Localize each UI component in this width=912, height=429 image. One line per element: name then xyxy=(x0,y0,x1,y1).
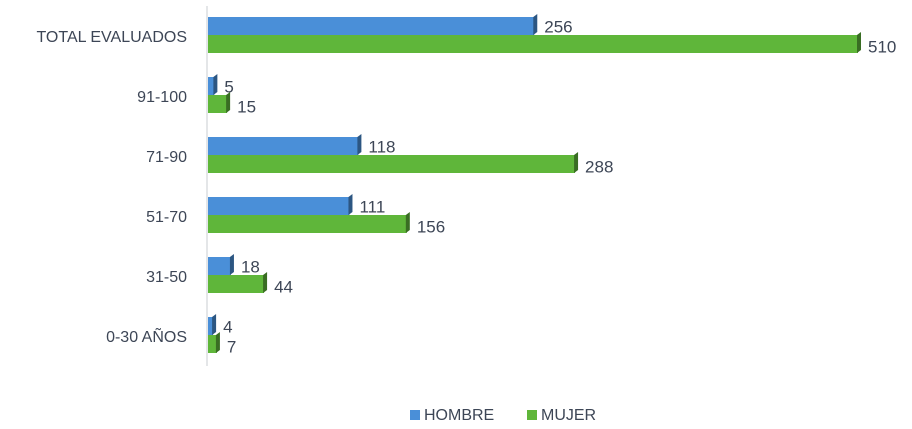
bar-side xyxy=(229,254,234,275)
bar-side xyxy=(574,152,579,173)
category-label: TOTAL EVALUADOS xyxy=(36,29,187,46)
data-label: 288 xyxy=(585,157,613,176)
data-label: 111 xyxy=(359,197,385,216)
bar xyxy=(208,17,535,35)
bar-side xyxy=(215,332,220,353)
category-label: 0-30 AÑOS xyxy=(106,326,187,346)
data-label: 44 xyxy=(274,277,293,296)
bar xyxy=(208,335,217,353)
legend-label: HOMBRE xyxy=(424,407,494,424)
category-label: 71-90 xyxy=(146,149,187,166)
legend-swatch xyxy=(410,410,420,420)
bar xyxy=(208,257,231,275)
category-label: 51-70 xyxy=(146,209,187,226)
category-label: 91-100 xyxy=(137,89,187,106)
bar xyxy=(208,155,576,173)
legend-swatch xyxy=(527,410,537,420)
data-label: 15 xyxy=(237,97,256,116)
category-label: 31-50 xyxy=(146,269,187,286)
data-label: 5 xyxy=(224,77,233,96)
bar-side xyxy=(212,314,217,335)
bar xyxy=(208,95,228,113)
bar-side xyxy=(263,272,268,293)
bar xyxy=(208,137,359,155)
bar-side xyxy=(357,134,362,155)
bar-side xyxy=(226,92,231,113)
data-label: 118 xyxy=(368,137,395,156)
bar-side xyxy=(348,194,353,215)
bar xyxy=(208,197,350,215)
bar-side xyxy=(405,212,410,233)
bar xyxy=(208,215,407,233)
bar-side xyxy=(533,14,538,35)
bar xyxy=(208,317,214,335)
data-label: 156 xyxy=(417,217,445,236)
data-label: 4 xyxy=(223,317,232,336)
bar xyxy=(208,77,215,95)
data-label: 18 xyxy=(241,257,260,276)
bar-side xyxy=(213,74,218,95)
bar xyxy=(208,275,265,293)
bar xyxy=(208,35,858,53)
data-label: 7 xyxy=(227,337,236,356)
legend-label: MUJER xyxy=(541,407,596,424)
data-label: 256 xyxy=(544,17,572,36)
data-label: 510 xyxy=(868,37,896,56)
bar-side xyxy=(857,32,861,53)
